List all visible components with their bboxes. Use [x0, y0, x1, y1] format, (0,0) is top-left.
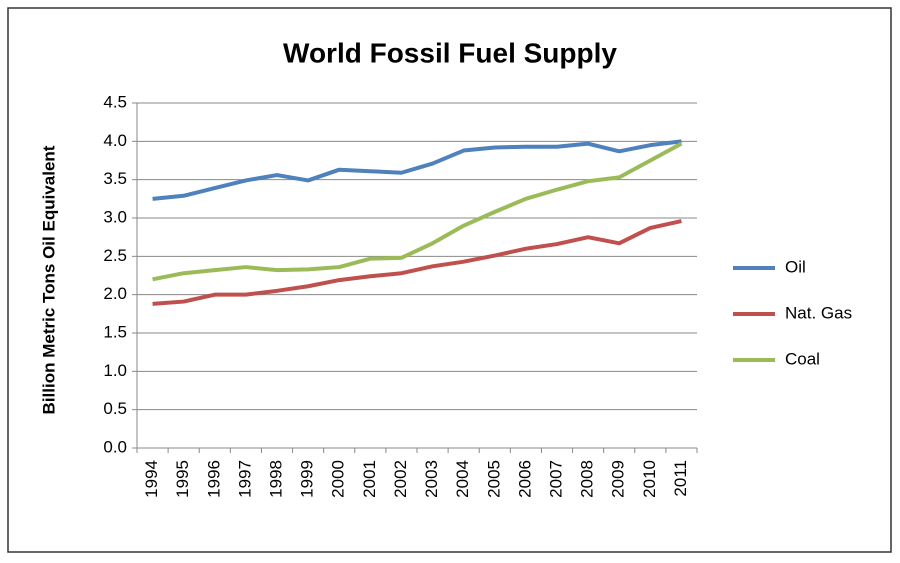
legend-label: Nat. Gas	[785, 303, 852, 322]
x-tick-label: 2003	[422, 460, 441, 498]
y-tick-label: 4.5	[103, 92, 127, 111]
x-tick-label: 1999	[298, 460, 317, 498]
y-tick-label: 2.0	[103, 284, 127, 303]
x-tick-label: 2002	[391, 460, 410, 498]
y-tick-label: 0.0	[103, 437, 127, 456]
x-tick-label: 2009	[609, 460, 628, 498]
x-tick-label: 1995	[173, 460, 192, 498]
legend-label: Oil	[785, 257, 806, 276]
x-tick-label: 2007	[546, 460, 565, 498]
y-tick-label: 0.5	[103, 399, 127, 418]
chart-frame	[7, 7, 892, 553]
y-tick-label: 3.0	[103, 207, 127, 226]
x-tick-label: 2001	[360, 460, 379, 498]
y-tick-label: 2.5	[103, 246, 127, 265]
y-tick-label: 3.5	[103, 169, 127, 188]
y-tick-label: 4.0	[103, 131, 127, 150]
legend-label: Coal	[785, 349, 820, 368]
x-tick-label: 1998	[266, 460, 285, 498]
series-line	[152, 139, 682, 201]
y-axis-label: Billion Metric Tons Oil Equivalent	[39, 145, 58, 414]
x-tick-label: 1996	[204, 460, 223, 498]
x-tick-label: 2008	[578, 460, 597, 498]
x-tick-label: 2005	[484, 460, 503, 498]
y-tick-label: 1.5	[103, 322, 127, 341]
series-line	[152, 141, 683, 282]
x-tick-label: 1997	[235, 460, 254, 498]
x-tick-label: 2004	[453, 460, 472, 498]
x-tick-label: 2010	[640, 460, 659, 498]
x-tick-label: 1994	[142, 460, 161, 498]
x-tick-label: 2006	[515, 460, 534, 498]
x-tick-label: 2011	[671, 460, 690, 497]
y-tick-label: 1.0	[103, 361, 127, 380]
x-tick-label: 2000	[329, 460, 348, 498]
series-line	[152, 219, 682, 306]
chart-title: World Fossil Fuel Supply	[283, 37, 617, 68]
